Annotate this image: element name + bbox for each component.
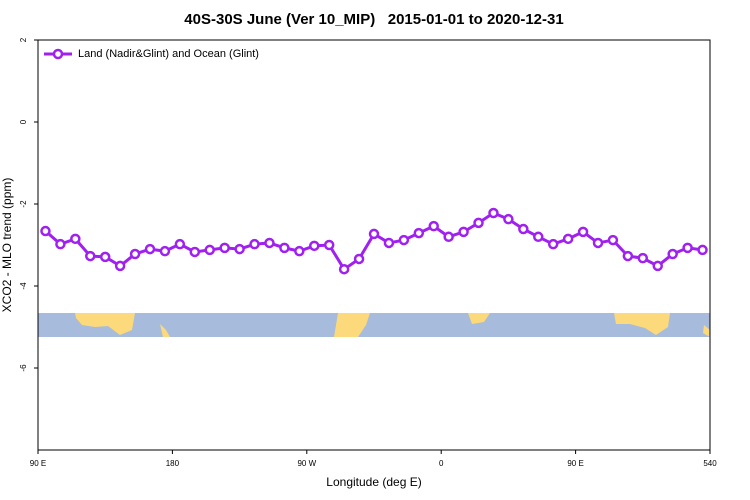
x-tick-label: 0 [439, 459, 444, 468]
point [55, 238, 66, 250]
point [189, 246, 201, 258]
point [204, 244, 215, 256]
point [159, 245, 171, 257]
point [547, 238, 559, 250]
point [592, 237, 604, 249]
land [75, 313, 135, 335]
y-axis-label: XCO2 - MLO trend (ppm) [0, 178, 14, 313]
point [637, 252, 649, 264]
point [607, 234, 619, 246]
legend-marker [52, 48, 64, 60]
x-tick-label: 90 E [567, 459, 583, 468]
point [234, 243, 245, 255]
legend-label: Land (Nadir&Glint) and Ocean (Glint) [78, 48, 259, 60]
land [468, 313, 490, 324]
x-tick-label: 90 W [297, 459, 316, 468]
point [40, 225, 51, 237]
point [697, 244, 708, 256]
map-strip [38, 313, 710, 337]
y-tick-label: 2 [19, 37, 28, 42]
point [264, 237, 275, 249]
x-tick-label: 540 [703, 459, 717, 468]
ocean [38, 313, 710, 337]
y-tick-label: -4 [19, 282, 28, 290]
point [70, 233, 81, 245]
point [309, 240, 320, 252]
x-axis-label: Longitude (deg E) [326, 475, 421, 489]
y-tick-label: 0 [19, 119, 28, 124]
y-tick-label: -6 [19, 364, 28, 372]
point [279, 242, 290, 254]
point [562, 233, 574, 245]
point [353, 253, 365, 265]
point [85, 250, 96, 262]
point [667, 248, 678, 260]
point [144, 243, 156, 255]
land [614, 313, 670, 335]
series-line [44, 211, 703, 272]
point [443, 231, 454, 243]
point [577, 226, 589, 238]
point [129, 248, 141, 260]
point [398, 234, 410, 246]
point [473, 217, 484, 229]
x-tick-label: 180 [166, 459, 180, 468]
point [114, 260, 126, 272]
point [488, 207, 499, 219]
x-tick-label: 90 E [30, 459, 46, 468]
plot-frame [37, 39, 711, 451]
point [682, 242, 693, 254]
point [622, 250, 634, 262]
point [652, 260, 663, 272]
point [249, 238, 260, 250]
point [533, 231, 544, 243]
y-tick-label: -2 [19, 200, 28, 208]
point [294, 245, 305, 257]
land [334, 313, 370, 337]
land [703, 325, 710, 337]
point [368, 228, 380, 240]
land [160, 324, 170, 337]
point [323, 239, 335, 251]
point [338, 263, 350, 275]
point [518, 223, 529, 235]
point [99, 251, 111, 263]
point [413, 227, 425, 239]
point [219, 242, 230, 254]
point [428, 220, 439, 232]
point [503, 213, 514, 225]
point [383, 237, 395, 249]
point [174, 238, 186, 250]
point [458, 226, 469, 238]
chart-title: 40S-30S June (Ver 10_MIP) 2015-01-01 to … [184, 11, 563, 28]
